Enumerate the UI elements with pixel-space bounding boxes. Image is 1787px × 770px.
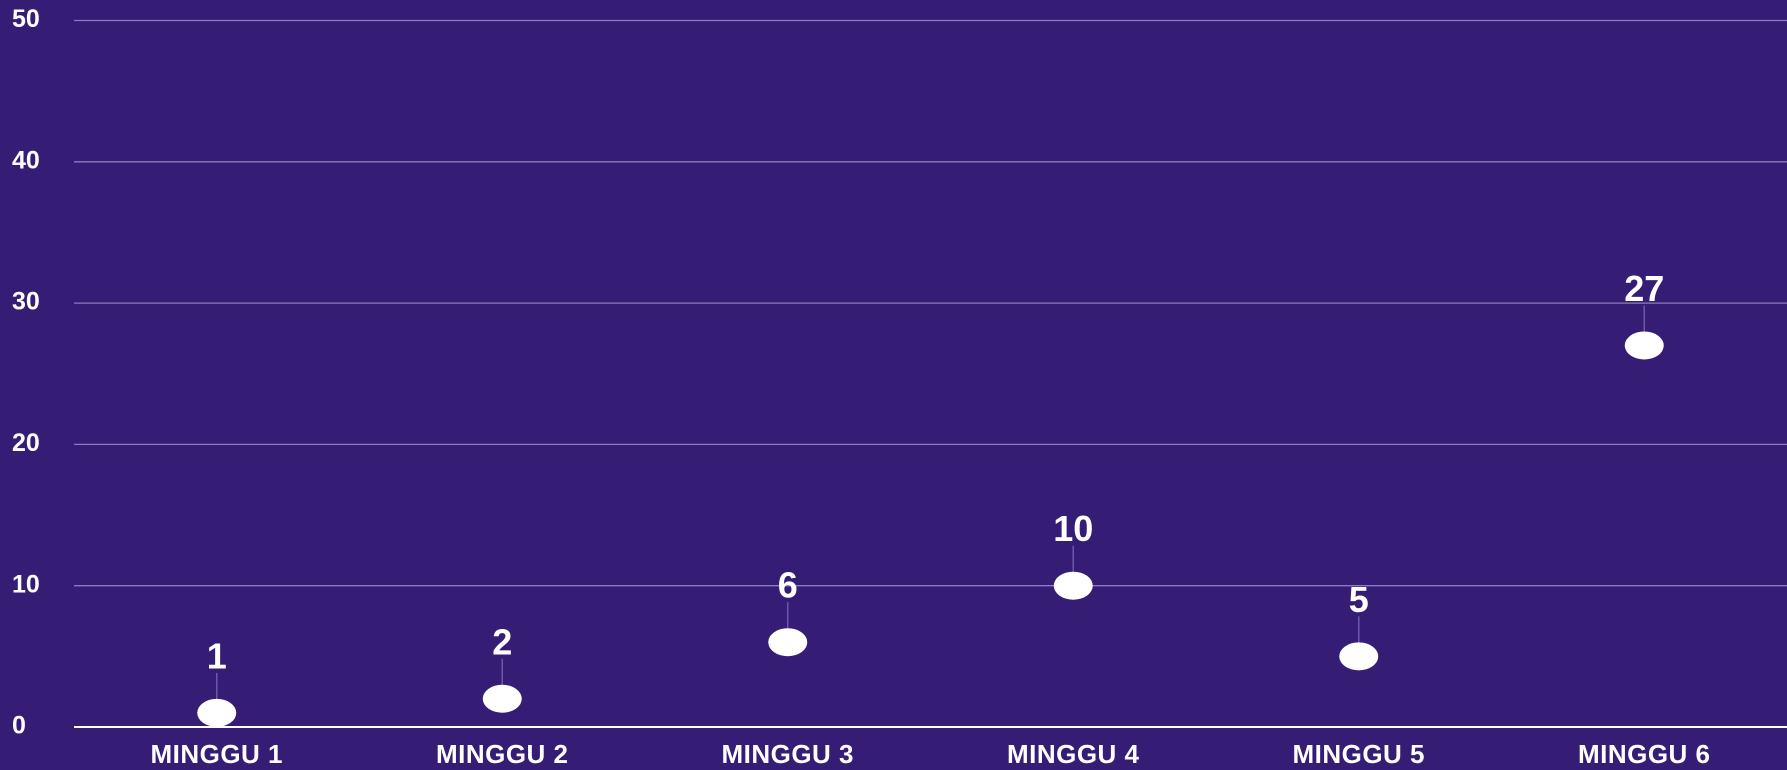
dot [197,698,237,727]
x-tick-label: MINGGU 1 [150,739,283,769]
data-label: 6 [778,565,798,606]
y-tick-label: 30 [12,288,40,316]
data-label: 10 [1053,508,1093,549]
x-tick-label: MINGGU 5 [1292,739,1425,769]
dot [1624,331,1664,360]
data-label: 2 [492,621,512,662]
x-tick-label: MINGGU 2 [436,739,569,769]
x-tick-label: MINGGU 3 [721,739,854,769]
y-tick-label: 40 [12,146,40,174]
x-tick-label: MINGGU 4 [1007,739,1140,769]
y-tick-label: 20 [12,429,40,457]
dot [1339,642,1379,671]
data-label: 1 [207,635,227,676]
dot [768,628,808,657]
y-tick-label: 50 [12,5,40,33]
dot [482,684,522,713]
data-label: 27 [1624,268,1664,309]
dot [1053,571,1093,600]
x-tick-label: MINGGU 6 [1578,739,1711,769]
y-tick-label: 0 [12,712,26,740]
data-label: 5 [1349,579,1369,620]
y-tick-label: 10 [12,570,40,598]
